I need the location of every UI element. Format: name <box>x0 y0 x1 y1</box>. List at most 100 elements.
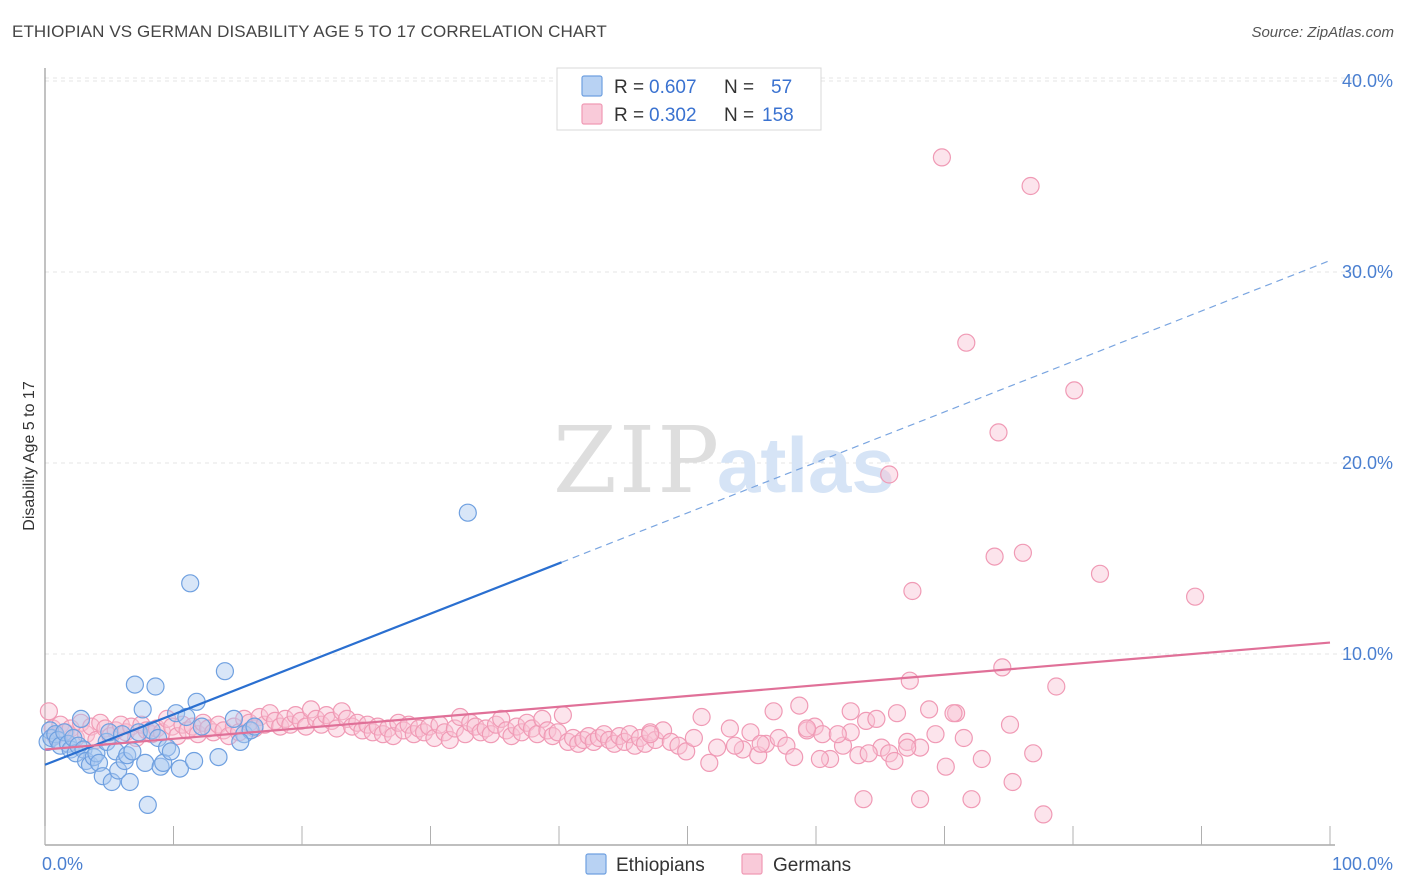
watermark: ZIP atlas <box>553 407 895 514</box>
germans-point-176 <box>989 423 1008 442</box>
germans-point-161 <box>885 751 904 771</box>
ethiopians-point-48 <box>192 717 211 736</box>
chart-title: ETHIOPIAN VS GERMAN DISABILITY AGE 5 TO … <box>12 22 607 41</box>
germans-point-177 <box>957 333 976 352</box>
stats-legend-n-label-2: N = <box>724 105 754 126</box>
gridlines <box>45 77 1365 655</box>
germans-point-93 <box>512 723 531 742</box>
y-tick-label-1: 20.0% <box>1342 453 1393 473</box>
germans-point-188 <box>919 700 939 719</box>
ethiopians-point-49 <box>209 747 228 767</box>
axes <box>44 68 1335 846</box>
stats-legend-n-value-2: 158 <box>762 105 794 126</box>
germans-point-162 <box>854 790 873 809</box>
germans-point-159 <box>790 696 809 715</box>
germans-point-124 <box>684 728 704 748</box>
y-axis-title: Disability Age 5 to 17 <box>21 381 38 531</box>
germans-point-165 <box>867 709 886 729</box>
germans-point-173 <box>859 744 878 763</box>
germans-point-166 <box>810 749 830 769</box>
stats-legend-swatch-germans <box>581 103 603 125</box>
series-legend-swatch-ethiopians <box>585 853 607 875</box>
germans-point-7 <box>71 713 91 732</box>
germans-point-164 <box>841 702 860 721</box>
germans-point-185 <box>993 658 1012 677</box>
germans-point-168 <box>751 734 770 753</box>
germans-point-150 <box>936 757 955 776</box>
germans-point-179 <box>1021 176 1040 196</box>
germans-point-26 <box>168 726 187 746</box>
germans-point-138 <box>813 725 832 744</box>
trend-lines <box>44 259 1331 766</box>
series-legend: Ethiopians Germans <box>585 853 851 876</box>
ethiopians-point-56 <box>458 503 477 522</box>
germans-point-87 <box>481 725 500 744</box>
germans-point-156 <box>910 790 930 809</box>
ethiopians-point-12 <box>71 709 91 729</box>
germans-point-171 <box>725 736 745 755</box>
germans-point-152 <box>962 790 981 809</box>
germans-point-81 <box>451 707 470 727</box>
germans-point-184 <box>903 581 922 601</box>
source-label: Source: ZipAtlas.com <box>1251 24 1394 41</box>
ethiopians-trend-extension <box>561 259 1331 563</box>
germans-point-91 <box>502 726 521 746</box>
ethiopians-point-50 <box>215 662 234 681</box>
ethiopians-point-36 <box>146 677 165 696</box>
germans-point-101 <box>553 705 573 725</box>
germans-point-123 <box>677 742 696 761</box>
germans-point-153 <box>1000 715 1020 734</box>
stats-legend-swatch-ethiopians <box>581 75 603 97</box>
ethiopians-point-51 <box>224 709 243 729</box>
germans-point-181 <box>1013 543 1033 562</box>
stats-legend-n-value-1: 57 <box>771 77 792 98</box>
germans-point-178 <box>985 547 1004 566</box>
y-tick-label-2: 30.0% <box>1342 262 1393 282</box>
germans-point-169 <box>764 702 783 721</box>
ethiopians-point-28 <box>120 772 139 792</box>
germans-point-47 <box>276 709 295 729</box>
germans-point-174 <box>880 465 899 484</box>
germans-point-160 <box>972 749 991 769</box>
germans-point-126 <box>700 753 719 773</box>
ethiopians-point-32 <box>133 700 152 719</box>
germans-point-88 <box>486 715 506 734</box>
x-tick-label-0: 0.0% <box>42 854 83 874</box>
germans-point-90 <box>497 721 516 740</box>
stats-legend-r-label-1: R = <box>614 77 644 98</box>
series-legend-label-germans: Germans <box>773 855 851 876</box>
germans-point-119 <box>646 730 665 750</box>
germans-point-172 <box>828 725 847 744</box>
germans-point-114 <box>620 725 639 744</box>
ethiopians-point-30 <box>125 675 144 694</box>
germans-point-135 <box>785 747 804 767</box>
germans-point-157 <box>1003 772 1022 792</box>
germans-point-89 <box>492 709 511 729</box>
germans-point-74 <box>415 723 434 742</box>
germans-point-116 <box>630 728 650 748</box>
x-tick-label-1: 100.0% <box>1332 854 1393 874</box>
ethiopians-point-45 <box>181 574 200 593</box>
stats-legend-r-value-2: 0.302 <box>649 105 697 126</box>
germans-point-139 <box>820 749 840 769</box>
germans-point-182 <box>1090 564 1110 583</box>
germans-point-155 <box>1034 805 1053 824</box>
germans-point-189 <box>944 704 963 723</box>
ethiopians-trend-line <box>44 561 562 766</box>
ethiopians-point-41 <box>161 742 180 761</box>
ethiopians-point-43 <box>170 759 189 778</box>
germans-point-186 <box>1047 677 1066 696</box>
x-tick-labels: 0.0% 100.0% <box>42 854 1393 874</box>
ethiopians-point-24 <box>109 761 128 780</box>
germans-point-97 <box>533 709 552 729</box>
germans-point-127 <box>707 738 727 757</box>
germans-point-149 <box>926 725 945 744</box>
germans-point-154 <box>1024 744 1043 763</box>
germans-point-175 <box>932 148 952 167</box>
stats-legend-n-label-1: N = <box>724 77 754 98</box>
watermark-zip: ZIP <box>553 407 721 514</box>
germans-point-163 <box>898 738 917 757</box>
germans-point-0 <box>39 702 59 721</box>
germans-point-92 <box>507 717 526 736</box>
